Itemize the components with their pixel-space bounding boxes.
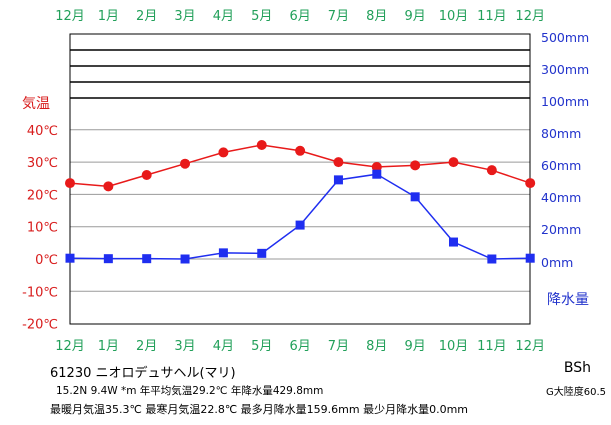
temperature-point: [180, 158, 191, 169]
month-label-bottom: 6月: [289, 339, 310, 354]
precipitation-point: [333, 175, 343, 185]
month-label-top: 12月: [515, 9, 545, 24]
month-label-top: 9月: [405, 9, 426, 24]
precip-tick-label: 100mm: [541, 94, 589, 109]
precipitation-point: [525, 253, 535, 263]
chart-grid: [70, 49, 530, 292]
plot-frame: [69, 33, 531, 325]
temp-tick-label: -10℃: [22, 285, 58, 300]
temperature-point: [65, 178, 75, 189]
climate-class: BSh: [563, 360, 591, 376]
continentality-index: G大陸度60.5: [545, 387, 606, 398]
temperature-point: [295, 145, 306, 156]
temperature-point: [256, 139, 267, 150]
month-label-bottom: 10月: [439, 339, 469, 354]
precipitation-point: [372, 169, 382, 179]
station-summary-line1: 15.2N 9.4W *m 年平均気温29.2℃ 年降水量429.8mm: [56, 385, 324, 397]
precip-tick-label: 80mm: [541, 126, 581, 141]
precipitation-point: [180, 254, 190, 264]
temp-tick-label: 10℃: [27, 221, 58, 236]
chart-axes: [69, 33, 531, 325]
month-label-top: 7月: [328, 9, 349, 24]
temperature-series: [65, 139, 536, 192]
month-label-bottom: 12月: [515, 339, 545, 354]
precip-tick-label: 60mm: [541, 158, 581, 173]
temperature-point: [103, 181, 114, 192]
station-name: 61230 ニオロデュサヘル(マリ): [50, 366, 236, 381]
precipitation-point: [410, 192, 420, 202]
precipitation-series: [65, 169, 535, 264]
month-label-top: 8月: [366, 9, 387, 24]
temp-tick-label: 20℃: [27, 188, 58, 203]
temperature-point: [525, 178, 536, 189]
chart-labels: 40℃ 30℃ 20℃ 10℃ 0℃ -10℃ -20℃ 気温 500mm 300mm 100mm 8…: [22, 9, 589, 354]
month-label-bottom: 2月: [136, 339, 157, 354]
month-label-top: 10月: [439, 9, 469, 24]
precip-tick-label: 20mm: [541, 222, 581, 237]
precipitation-point: [449, 237, 458, 247]
month-label-top: 5月: [251, 9, 272, 24]
month-label-top: 2月: [136, 9, 157, 24]
temp-tick-label: 40℃: [27, 124, 58, 139]
month-label-top: 6月: [289, 9, 310, 24]
precip-tick-label: 300mm: [541, 62, 589, 77]
temperature-point: [448, 157, 459, 168]
month-label-bottom: 8月: [366, 339, 387, 354]
temperature-point: [218, 147, 229, 158]
month-label-bottom: 7月: [328, 339, 349, 354]
precipitation-point: [142, 254, 152, 264]
month-label-top: 3月: [174, 9, 195, 24]
temp-axis-title: 気温: [22, 96, 50, 112]
precipitation-line: [69, 173, 531, 260]
precipitation-point: [295, 220, 305, 230]
temperature-point: [410, 160, 421, 171]
temp-tick-label: 30℃: [27, 156, 58, 171]
precipitation-point: [103, 254, 113, 264]
temperature-point: [333, 157, 344, 168]
temperature-point: [371, 161, 382, 172]
temperature-point: [141, 170, 152, 181]
precip-tick-label: 500mm: [541, 30, 589, 45]
precipitation-point: [257, 248, 267, 258]
month-label-top: 4月: [213, 9, 234, 24]
precip-tick-label: 0mm: [541, 255, 573, 270]
precip-axis-title: 降水量: [547, 292, 589, 308]
month-label-bottom: 5月: [251, 339, 272, 354]
month-label-bottom: 9月: [405, 339, 426, 354]
month-label-top: 11月: [477, 9, 507, 24]
month-label-bottom: 3月: [174, 339, 195, 354]
precipitation-point: [65, 253, 75, 263]
precipitation-point: [218, 248, 228, 258]
precip-tick-label: 40mm: [541, 190, 581, 205]
month-label-bottom: 12月: [55, 339, 85, 354]
precipitation-point: [487, 254, 497, 264]
month-label-top: 12月: [55, 9, 85, 24]
temp-tick-label: 0℃: [35, 253, 58, 268]
month-label-bottom: 1月: [98, 339, 119, 354]
temp-tick-label: -20℃: [22, 318, 58, 333]
month-label-top: 1月: [98, 9, 119, 24]
month-label-bottom: 11月: [477, 339, 507, 354]
station-summary-line2: 最暖月気温35.3℃ 最寒月気温22.8℃ 最多月降水量159.6mm 最少月降…: [50, 403, 469, 416]
temperature-point: [486, 165, 497, 176]
month-label-bottom: 4月: [213, 339, 234, 354]
